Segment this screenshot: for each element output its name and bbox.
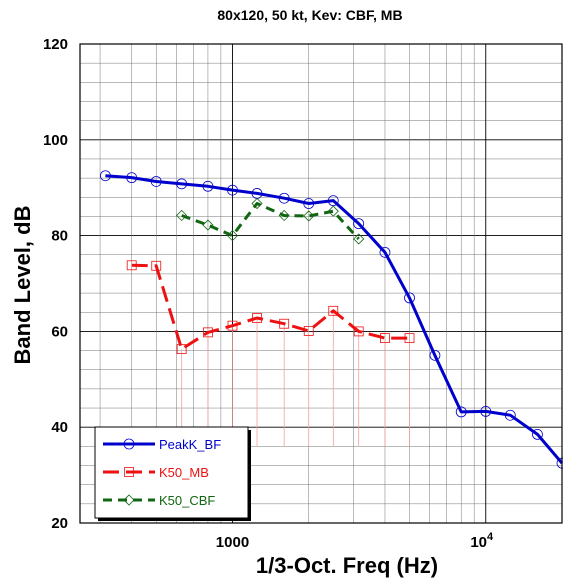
x-axis-label: 1/3-Oct. Freq (Hz)	[256, 553, 438, 578]
data-point	[327, 205, 339, 217]
y-tick-label: 60	[51, 323, 68, 340]
data-point	[353, 218, 365, 230]
data-point	[380, 333, 390, 344]
data-point	[303, 326, 314, 336]
data-point	[202, 219, 214, 231]
legend-box	[94, 426, 249, 519]
data-point	[150, 176, 162, 187]
data-point	[176, 209, 188, 222]
data-point	[303, 210, 315, 222]
data-point	[227, 320, 238, 331]
data-point	[202, 180, 214, 192]
legend: PeakK_BF K50_MB K50_CBF	[94, 426, 251, 521]
series-layer	[100, 170, 563, 469]
legend-label: PeakK_BF	[159, 437, 221, 452]
data-point	[227, 184, 238, 196]
legend-marker	[123, 438, 135, 450]
y-tick-label: 20	[51, 515, 68, 532]
data-point	[353, 326, 364, 337]
data-point	[480, 405, 492, 417]
data-point	[404, 333, 415, 344]
legend-marker	[124, 467, 134, 477]
data-point	[176, 178, 188, 190]
data-point	[203, 327, 213, 338]
data-point	[151, 260, 162, 271]
y-tick-label: 40	[51, 419, 68, 436]
series-PeakK_BF	[100, 170, 563, 469]
data-point	[353, 233, 365, 245]
data-point	[100, 170, 111, 182]
series-line	[105, 174, 563, 465]
data-point	[251, 197, 263, 210]
data-point	[328, 305, 339, 316]
legend-label: K50_MB	[159, 465, 209, 480]
data-point	[303, 198, 315, 209]
plot-frame	[79, 43, 563, 524]
y-tick-label: 120	[43, 36, 68, 53]
data-point	[252, 313, 262, 323]
data-point	[176, 344, 187, 355]
legend-item: K50_CBF	[103, 493, 215, 508]
legend-item: PeakK_BF	[103, 437, 221, 452]
data-point	[404, 292, 415, 304]
data-point	[126, 260, 137, 271]
series-K50_CBF	[176, 197, 365, 245]
legend-item: K50_MB	[103, 465, 209, 480]
series-line	[131, 263, 410, 351]
data-point	[226, 230, 239, 242]
data-point	[379, 246, 391, 258]
y-axis-label: Band Level, dB	[10, 206, 35, 365]
data-point	[278, 192, 290, 204]
y-tick-label: 100	[43, 132, 68, 149]
data-point	[429, 349, 441, 361]
series-K50_MB	[126, 260, 415, 447]
legend-marker	[123, 494, 135, 506]
data-point	[278, 209, 290, 222]
data-point	[504, 409, 516, 421]
data-point	[455, 406, 467, 418]
x-tick-label: 104	[470, 531, 494, 551]
x-tick-label: 1000	[216, 534, 249, 551]
data-point	[532, 428, 543, 440]
legend-label: K50_CBF	[159, 493, 215, 508]
data-point	[126, 172, 138, 184]
chart-title: 80x120, 50 kt, Kev: CBF, MB	[217, 7, 402, 23]
data-point	[279, 318, 290, 329]
series-line	[181, 202, 360, 241]
y-tick-label: 80	[51, 228, 68, 245]
